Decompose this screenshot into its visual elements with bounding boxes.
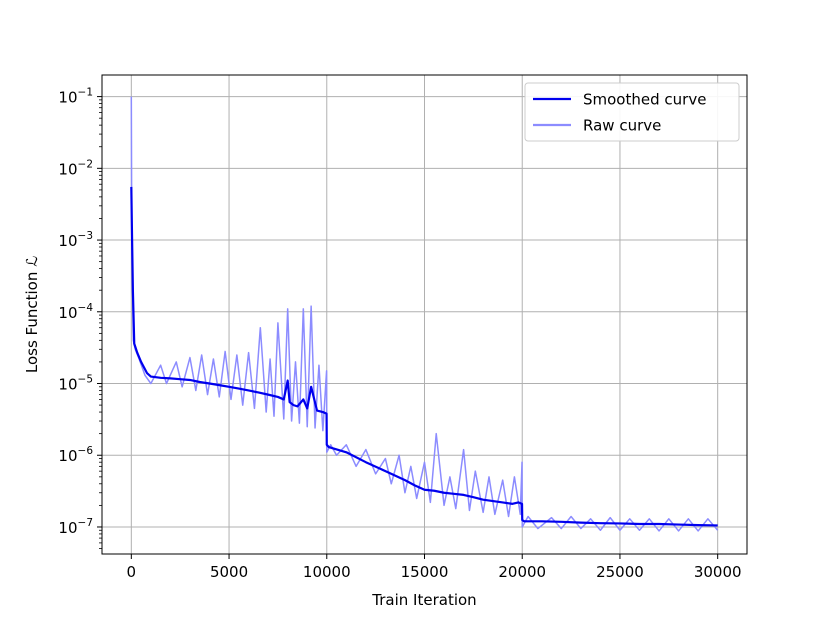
x-tick-label: 0 — [127, 563, 137, 581]
y-tick-base: 10 — [58, 519, 77, 537]
y-tick-exponent: −5 — [78, 374, 93, 386]
grid — [102, 75, 747, 554]
x-axis-ticks: 0 5000 10000 15000 20000 25000 30000 — [127, 554, 742, 581]
y-tick-base: 10 — [58, 304, 77, 322]
y-axis-title-text: Loss Function — [23, 272, 41, 373]
y-tick-base: 10 — [58, 160, 77, 178]
y-tick-exponent: −6 — [78, 445, 94, 457]
x-tick-label: 30000 — [694, 563, 742, 581]
smoothed-curve-line — [130, 186, 718, 527]
legend: Smoothed curve Raw curve — [524, 82, 740, 142]
y-tick-exponent: −7 — [78, 517, 93, 529]
y-axis-ticks: 10−710−610−510−410−310−210−1 — [58, 87, 102, 549]
y-axis-title-symbol: ℒ — [23, 256, 41, 267]
y-tick-label: 10−2 — [58, 158, 93, 178]
x-tick-label: 10000 — [303, 563, 351, 581]
y-tick-base: 10 — [58, 89, 77, 107]
raw-curve-line — [130, 96, 719, 532]
y-tick-base: 10 — [58, 447, 77, 465]
y-tick-base: 10 — [58, 232, 77, 250]
y-tick-label: 10−3 — [58, 230, 93, 250]
x-tick-label: 20000 — [498, 563, 546, 581]
legend-label-smoothed: Smoothed curve — [583, 91, 706, 109]
y-tick-label: 10−5 — [58, 374, 93, 394]
y-tick-base: 10 — [58, 376, 77, 394]
legend-box — [524, 82, 740, 142]
y-tick-exponent: −2 — [78, 158, 93, 170]
y-axis-title: Loss Function ℒ — [23, 256, 41, 373]
y-tick-exponent: −3 — [78, 230, 93, 242]
y-tick-label: 10−7 — [58, 517, 93, 537]
x-axis-title: Train Iteration — [371, 591, 476, 609]
x-tick-label: 25000 — [596, 563, 644, 581]
x-tick-label: 5000 — [210, 563, 248, 581]
y-tick-label: 10−6 — [58, 445, 93, 465]
y-tick-label: 10−4 — [58, 302, 93, 322]
y-tick-exponent: −4 — [78, 302, 94, 314]
x-tick-label: 15000 — [401, 563, 449, 581]
plot-series — [130, 96, 719, 532]
y-tick-exponent: −1 — [78, 87, 93, 99]
y-tick-label: 10−1 — [58, 87, 93, 107]
legend-label-raw: Raw curve — [583, 117, 661, 135]
